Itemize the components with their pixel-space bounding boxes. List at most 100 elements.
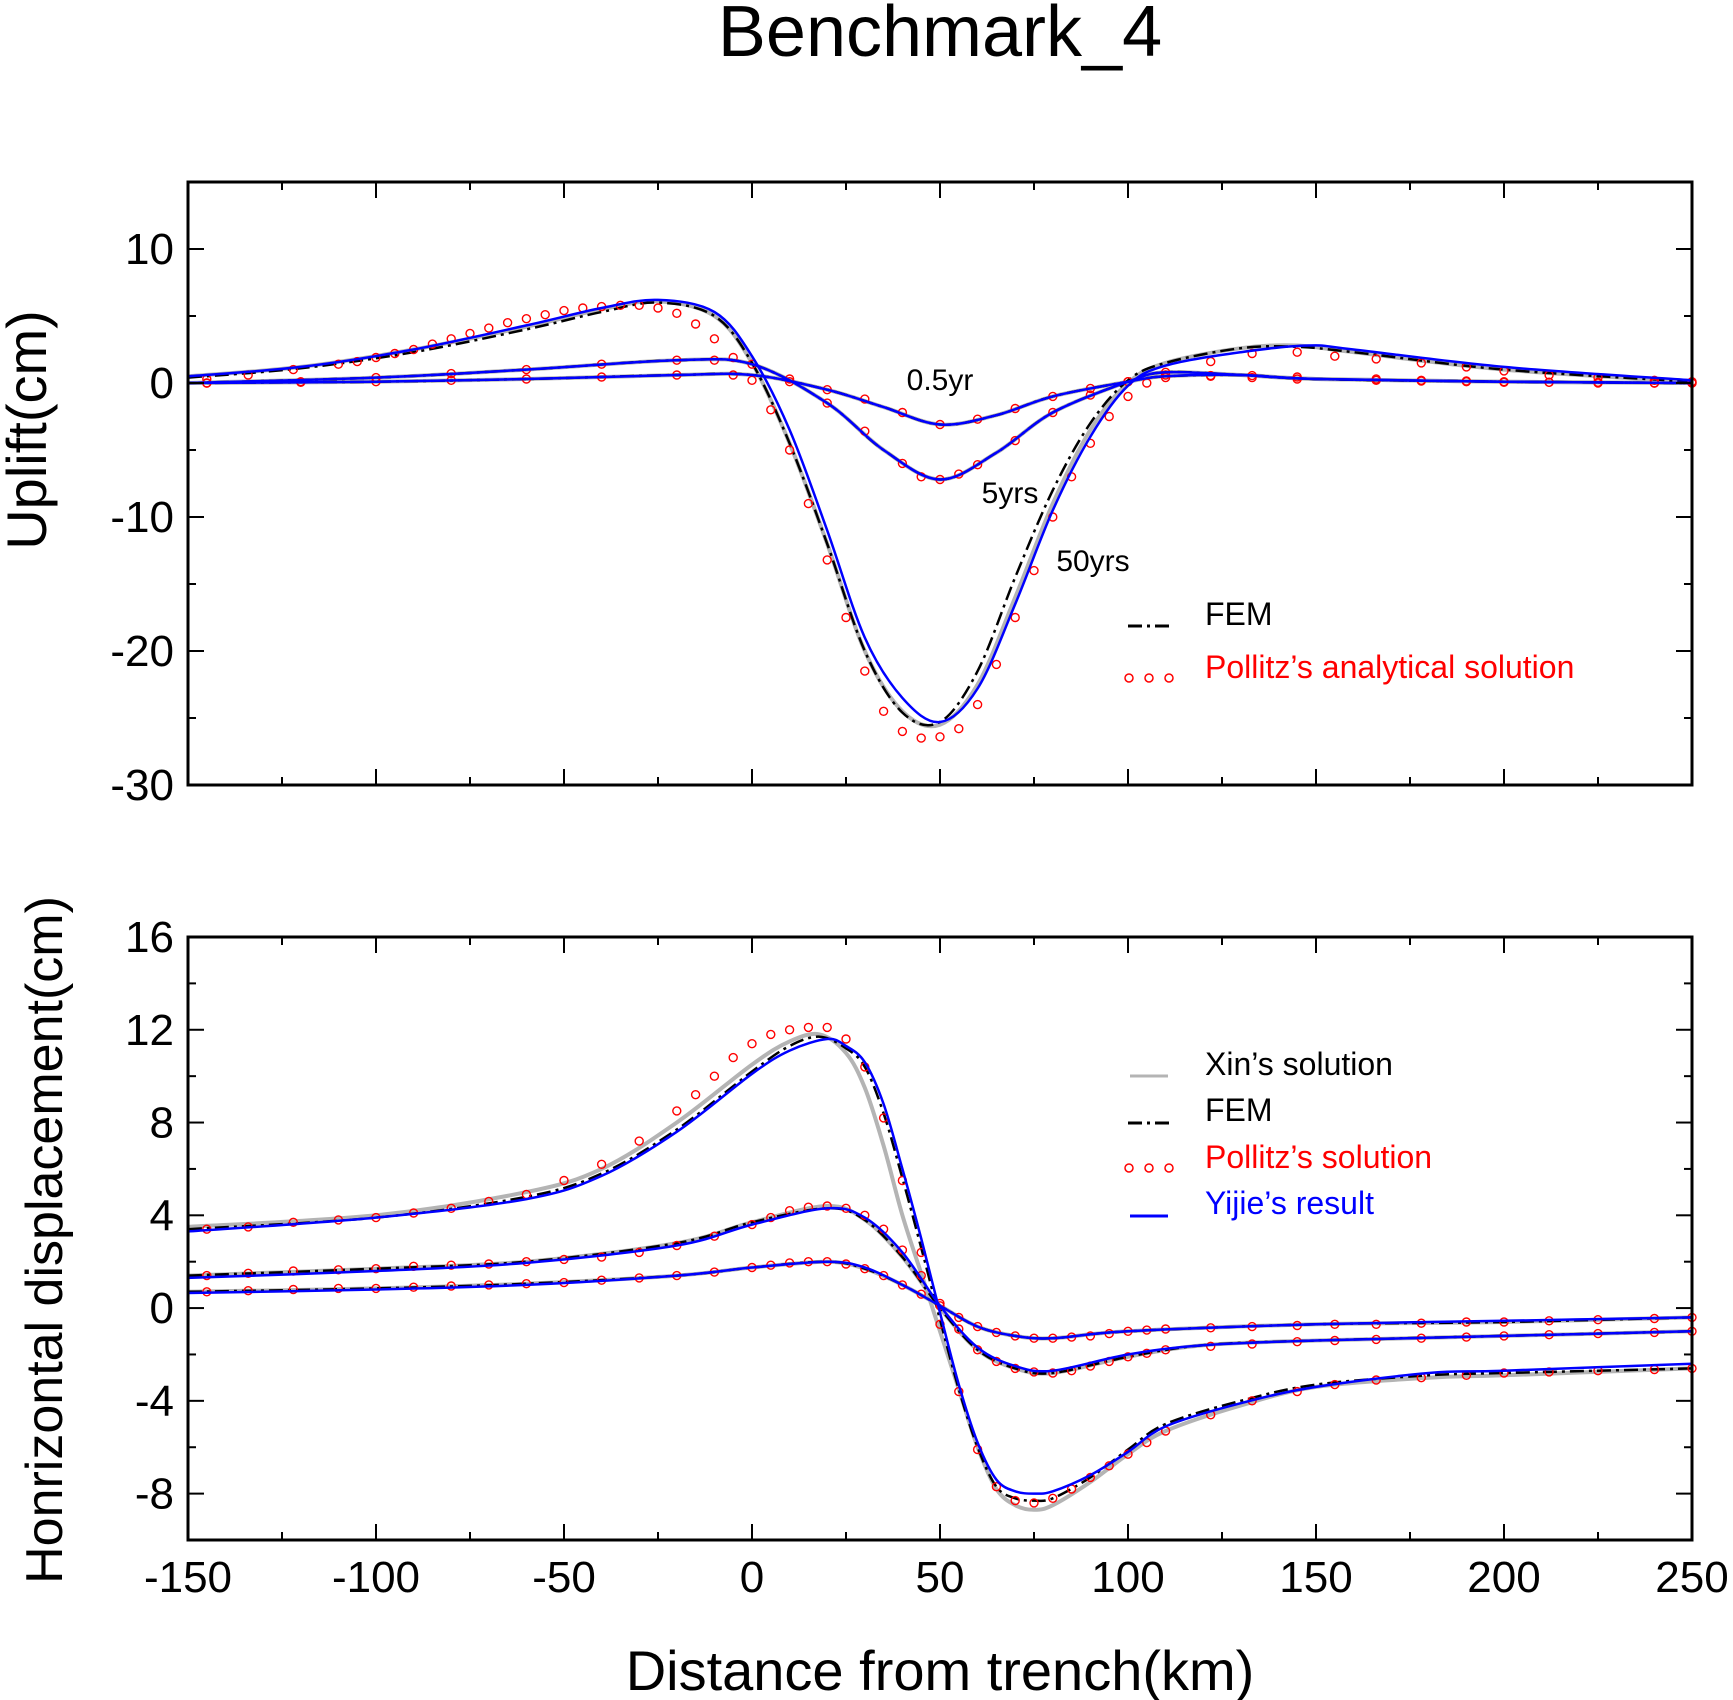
horizontal-5yrs-circles-point [202,1270,212,1281]
uplift-5yrs-circles-point [1010,435,1020,446]
horizontal-y-tick-label: 0 [150,1284,174,1333]
uplift-50yrs-circles-point [860,666,870,676]
horizontal-x-tick-label: 250 [1655,1553,1728,1602]
uplift-50yrs-circles-point [1029,565,1039,576]
uplift-y-tick-label: 0 [150,359,174,408]
uplift-legend: FEM Pollitz’s analytical solution [1124,596,1574,685]
uplift-50yrs-circles-point [1104,411,1114,422]
uplift-y-tick-label: -30 [110,761,174,810]
horizontal-50yrs-circles-point [747,1038,757,1049]
horizontal-5yrs-circles-point [333,1265,344,1275]
horizontal-y-tick-label: 4 [150,1191,174,1240]
uplift-50yrs-circles-point [954,724,964,734]
horizontal-series-layer [187,1022,1697,1512]
horizontal-5yrs-circles-point [954,1324,964,1334]
uplift-50yrs-circles-point [672,308,682,318]
horizontal-0-5yr-circles-point [484,1280,494,1290]
uplift-50yrs-circles-point [1371,354,1381,364]
horizontal-50yrs-gray-line [187,1031,1693,1512]
horizontal-0-5yr-solid-line [187,1260,1693,1340]
horizontal-y-tick-label: -4 [135,1377,174,1426]
uplift-50yrs-circles-point [1205,356,1216,367]
uplift-50yrs-circles-point [897,726,908,737]
horizontal-50yrs-circles-point [709,1071,720,1081]
uplift-50yrs-circles-point [972,699,983,710]
uplift-50yrs-circles-point [502,318,513,328]
legend-xin-label: Xin’s solution [1205,1046,1393,1082]
horizontal-50yrs-circles-point [1499,1368,1509,1378]
uplift-50yrs-circles-point [878,706,889,716]
horizontal-0-5yr-circles-point [954,1312,964,1323]
horizontal-50yrs-circles-point [841,1034,851,1044]
legend-pollitz-marker [1124,673,1134,683]
uplift-50yrs-circles-point [916,733,926,743]
horizontal-50yrs-circles-point [728,1052,738,1063]
uplift-50yrs-circles-point [333,359,344,369]
uplift-50yrs-circles-point [1123,391,1133,402]
uplift-50yrs-circles-point [1649,375,1660,385]
horizontal-50yrs-circles-point [784,1025,795,1035]
uplift-50yrs-circles-point [1292,347,1302,357]
uplift-50yrs-circles-point [991,659,1002,670]
horizontal-x-tick-label: -50 [532,1553,596,1602]
horizontal-5yrs-circles-point [371,1263,381,1274]
horizontal-plot-frame [186,935,1694,1542]
horizontal-50yrs-circles-point [991,1481,1002,1492]
legend-pollitz-marker [1164,1163,1174,1173]
legend-pollitz-marker [1144,1163,1154,1173]
uplift-50yrs-circles-point [935,732,945,742]
horizontal-tick-layer: -150 -100 -50 0 50 100 150 200 250 -8 -4 0 4 8 12 16 [125,913,1729,1602]
horizontal-5yrs-circles-point [822,1201,832,1211]
uplift-y-tick-label: -20 [110,627,174,676]
uplift-panel: -30 -20 -10 0 10 Uplift(cm) 0.5yr 5yrs 50yrs… [0,180,1697,810]
uplift-50yrs-circles-point [747,375,757,385]
horizontal-panel: -150 -100 -50 0 50 100 150 200 250 -8 -4 0 4 8 12 16 Ho… [16,896,1729,1700]
horizontal-50yrs-circles-point [634,1136,644,1146]
horizontal-0-5yr-circles-point [288,1284,298,1295]
horizontal-50yrs-circles-point [1029,1498,1039,1508]
horizontal-50yrs-solid-line [187,1037,1693,1495]
uplift-50yrs-circles-point [766,405,776,415]
horizontal-50yrs-circles-point [690,1089,701,1100]
horizontal-y-tick-label: -8 [135,1470,174,1519]
annotation-50yrs: 50yrs [1056,545,1129,578]
horizontal-5yrs-solid-line [187,1206,1693,1373]
legend-pollitz-marker [1144,673,1154,683]
horizontal-5yrs-circles-point [1205,1341,1216,1352]
uplift-50yrs-circles-point [352,356,362,367]
uplift-50yrs-circles-point [559,305,569,316]
uplift-50yrs-circles-point [1010,612,1020,623]
uplift-50yrs-circles-point [841,612,851,623]
uplift-50yrs-circles-point [728,352,738,363]
horizontal-5yrs-circles-point [446,1260,456,1270]
horizontal-50yrs-circles-point [803,1022,814,1033]
horizontal-0-5yr-circles-point [446,1281,456,1291]
uplift-5yrs-circles-point [1247,372,1257,383]
annotation-5yrs: 5yrs [982,477,1039,510]
uplift-50yrs-circles-point [288,364,298,375]
legend-yijie-label: Yijie’s result [1205,1185,1374,1221]
horizontal-y-tick-label: 16 [125,913,174,962]
horizontal-x-tick-label: 150 [1279,1553,1352,1602]
uplift-5yrs-circles-point [897,458,908,469]
uplift-50yrs-circles-point [484,323,494,333]
annotation-0-5yr: 0.5yr [907,364,974,397]
uplift-y-tick-label: 10 [125,225,174,274]
horizontal-0-5yr-circles-point [897,1280,908,1290]
uplift-50yrs-circles-point [709,334,720,344]
legend-fem-label: FEM [1205,596,1273,632]
uplift-50yrs-circles-point [690,319,701,329]
uplift-5yrs-circles-point [822,398,832,408]
horizontal-y-tick-label: 12 [125,1006,174,1055]
legend-pollitz-label: Pollitz’s solution [1205,1139,1432,1175]
uplift-50yrs-circles-point [822,555,832,565]
horizontal-y-tick-label: 8 [150,1099,174,1148]
uplift-5yrs-circles-point [1048,407,1058,418]
horizontal-0-5yr-circles-point [408,1282,419,1292]
horizontal-y-axis-label: Honrizontal displacement(cm) [16,896,74,1584]
uplift-50yrs-circles-point [540,310,550,320]
uplift-tick-layer: -30 -20 -10 0 10 [110,181,1693,810]
uplift-y-tick-label: -10 [110,493,174,542]
horizontal-x-tick-label: 0 [740,1553,764,1602]
